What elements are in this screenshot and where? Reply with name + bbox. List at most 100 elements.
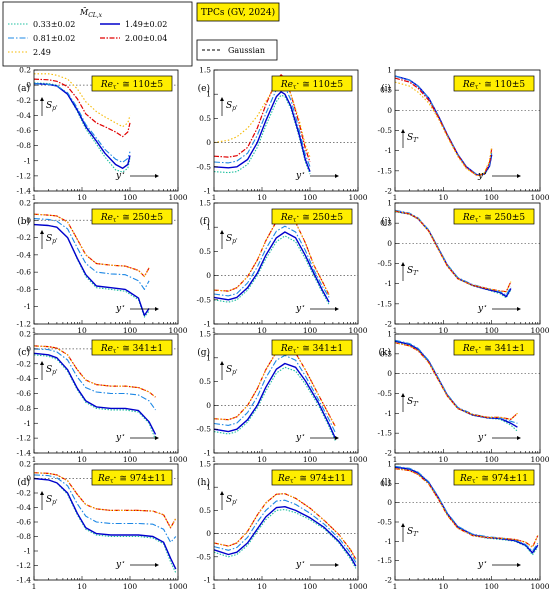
y-tick-label: -0.5 xyxy=(378,518,393,527)
y-tick-label: 1.5 xyxy=(199,460,211,469)
y-tick-label: -1.2 xyxy=(17,561,32,570)
axes-frame xyxy=(213,463,359,581)
y-tick-label: -1.5 xyxy=(378,166,393,175)
y-tick-label: -1 xyxy=(204,576,211,585)
y-tick-label: 0 xyxy=(206,138,211,147)
panel-letter: (h) xyxy=(197,477,210,488)
re-label: Reτ⋆ ≅ 341±1 xyxy=(462,344,525,355)
re-label-box xyxy=(271,208,353,225)
y-tick-label: -1 xyxy=(204,187,211,196)
y-tick-label: -0.8 xyxy=(17,404,32,413)
series-line-4 xyxy=(213,346,336,428)
y-tick-label: 0.5 xyxy=(380,349,392,358)
y-tick-label: -1.4 xyxy=(17,449,32,458)
y-tick-label: -1 xyxy=(24,547,31,556)
y-axis-label: Sp' xyxy=(226,365,238,376)
y-axis-label: ST' xyxy=(407,527,419,538)
y-arrow-head xyxy=(401,393,405,397)
x-tick-label: 1 xyxy=(393,326,398,335)
x-tick-label: 1000 xyxy=(530,455,549,464)
y-tick-label: -1.2 xyxy=(17,171,32,180)
y-axis-label: Sp' xyxy=(226,234,238,245)
x-tick-label: 100 xyxy=(123,455,138,464)
x-tick-label: 1000 xyxy=(530,582,549,591)
series-line-4 xyxy=(394,210,512,293)
y-tick-label: -1.2 xyxy=(17,434,32,443)
panel-letter: (d) xyxy=(17,477,30,488)
y-tick-label: -0.2 xyxy=(17,359,32,368)
x-arrow-head xyxy=(155,436,159,440)
panel-letter: (i) xyxy=(381,83,391,94)
x-arrow-head xyxy=(517,307,521,311)
y-arrow-head xyxy=(40,230,44,234)
y-tick-label: 0 xyxy=(206,529,211,538)
y-axis-label: Sp' xyxy=(46,495,58,506)
y-tick-label: 0 xyxy=(387,106,392,115)
y-tick-label: -0.8 xyxy=(17,532,32,541)
y-tick-label: -1 xyxy=(24,419,31,428)
y-tick-label: -2 xyxy=(385,576,393,585)
re-label: Reτ⋆ ≅ 110±5 xyxy=(462,80,526,91)
series-line-3 xyxy=(213,493,357,560)
y-tick-label: -0.6 xyxy=(17,268,32,277)
x-tick-label: 1 xyxy=(32,193,37,202)
y-tick-label: 1 xyxy=(387,460,392,469)
y-tick-label: -0.8 xyxy=(17,285,32,294)
y-tick-label: 0.5 xyxy=(380,479,392,488)
series-line-1 xyxy=(33,352,157,435)
x-tick-label: 10 xyxy=(257,582,267,591)
y-arrow-head xyxy=(220,97,224,101)
y-tick-label: -0.2 xyxy=(17,96,32,105)
x-arrow-head xyxy=(155,307,159,311)
gaussian-legend-frame xyxy=(196,39,278,61)
series-line-3 xyxy=(33,78,131,138)
legend-label-2: 0.81±0.02 xyxy=(33,34,75,43)
series-line-2 xyxy=(33,218,150,290)
x-tick-label: 1 xyxy=(212,326,217,335)
x-tick-label: 100 xyxy=(303,326,318,335)
y-tick-label: -0.5 xyxy=(378,389,393,398)
x-tick-label: 1 xyxy=(393,455,398,464)
x-tick-label: 1 xyxy=(212,455,217,464)
x-tick-label: 10 xyxy=(257,193,267,202)
panel-letter: (b) xyxy=(17,216,30,227)
x-arrow-head xyxy=(335,174,339,178)
y-arrow-head xyxy=(220,491,224,495)
x-axis-label: y⋆ xyxy=(115,170,125,181)
series-line-0 xyxy=(33,477,177,574)
y-tick-label: -1.5 xyxy=(378,556,393,565)
x-axis-label: y⋆ xyxy=(477,432,487,443)
legend-label-3: 2.00±0.04 xyxy=(125,34,167,43)
x-tick-label: 1000 xyxy=(348,582,367,591)
re-label-box xyxy=(453,469,535,486)
y-tick-label: -0.6 xyxy=(17,389,32,398)
x-axis-label: y⋆ xyxy=(477,303,487,314)
y-arrow-head xyxy=(401,129,405,133)
y-tick-label: -0.5 xyxy=(378,259,393,268)
legend-title: M̄CL,x xyxy=(79,8,103,19)
x-tick-label: 1000 xyxy=(530,326,549,335)
y-tick-label: 0 xyxy=(26,344,31,353)
panel-k: 1 10 100 1000 -2 -1.5 -1 -0.5 0 0.5 1 (k) Reτ⋆ ≅ 341… xyxy=(378,330,550,465)
panel-letter: (j) xyxy=(381,216,391,227)
x-tick-label: 1000 xyxy=(168,193,187,202)
y-tick-label: -0.6 xyxy=(17,126,32,135)
x-arrow-head xyxy=(517,563,521,567)
y-arrow-head xyxy=(40,97,44,101)
re-label-box xyxy=(453,208,535,225)
y-tick-label: 1 xyxy=(206,223,211,232)
y-tick-label: 0 xyxy=(387,498,392,507)
x-tick-label: 10 xyxy=(77,326,87,335)
x-tick-label: 100 xyxy=(485,193,500,202)
y-arrow-head xyxy=(401,523,405,527)
y-tick-label: -1.4 xyxy=(17,187,32,196)
panel-letter: (k) xyxy=(379,347,391,358)
series-line-2 xyxy=(33,83,131,163)
re-label-box xyxy=(91,469,173,486)
panel-letter: (c) xyxy=(18,347,30,358)
x-tick-label: 1 xyxy=(32,582,37,591)
y-tick-label: -0.2 xyxy=(17,233,32,242)
legend-label-4: 2.49 xyxy=(33,48,51,57)
x-axis-label: y⋆ xyxy=(295,559,305,570)
x-tick-label: 1000 xyxy=(168,582,187,591)
